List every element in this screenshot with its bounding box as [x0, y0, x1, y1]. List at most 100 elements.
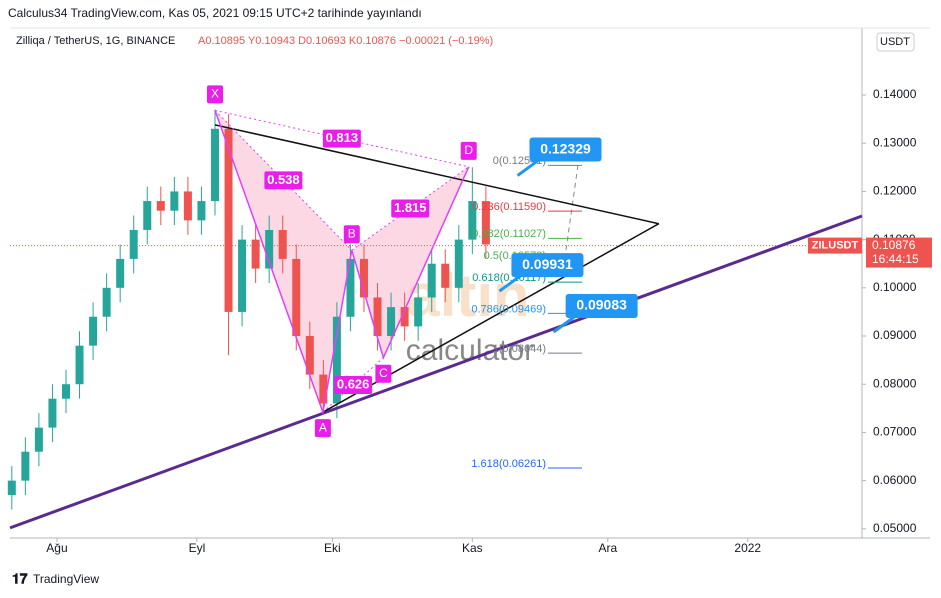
candle-body	[359, 258, 368, 298]
candle-body	[89, 316, 98, 346]
watermark: altın	[406, 262, 529, 329]
symbol-title: Zilliqa / TetherUS, 1G, BINANCE	[16, 35, 175, 47]
point-label: C	[379, 366, 388, 380]
ohlc: A0.10895 Y0.10943 D0.10693 K0.10876 −0.0…	[198, 35, 493, 47]
pattern-dotted	[214, 109, 469, 168]
x-tick-label: Ara	[598, 541, 617, 555]
candle-body	[102, 287, 111, 317]
candle-body	[265, 229, 274, 269]
point-label: X	[211, 87, 219, 101]
point-label: B	[348, 226, 356, 240]
callout-box	[565, 294, 638, 319]
callout-label: 0.09931	[522, 256, 573, 272]
candle-body	[143, 201, 152, 230]
y-tick-label: 0.08000	[873, 376, 917, 390]
candle-body	[427, 263, 436, 298]
candle-body	[332, 316, 341, 404]
y-tick-label: 0.09000	[873, 328, 917, 342]
ratio-label: 0.538	[267, 172, 300, 187]
pattern-fill	[214, 110, 352, 413]
candle-body	[481, 201, 490, 245]
candle-body	[61, 384, 70, 399]
candle-body	[251, 239, 260, 269]
fib-label: 0.236(0.11590)	[472, 201, 546, 213]
ratio-box	[334, 375, 373, 394]
candle-body	[468, 201, 477, 240]
ratio-label: 0.813	[326, 130, 359, 145]
y-tick-label: 0.10000	[873, 280, 917, 294]
ratio-box	[391, 199, 430, 218]
candle-body	[441, 263, 450, 288]
candle-body	[346, 258, 355, 317]
price-label: 0.10876	[872, 238, 916, 252]
callout-box	[529, 137, 602, 162]
symbol-box	[808, 237, 862, 254]
candle-body	[170, 191, 179, 211]
trend-line	[9, 214, 863, 530]
x-tick-label: 2022	[734, 541, 761, 555]
x-tick-label: Ağu	[46, 541, 67, 555]
candle-body	[156, 201, 165, 211]
candle-body	[238, 239, 247, 312]
x-tick-label: Eki	[324, 541, 341, 555]
fib-label: 1(0.08644)	[493, 343, 546, 355]
point-box	[460, 141, 477, 160]
watermark: calculator	[406, 334, 534, 367]
point-box	[375, 364, 392, 383]
y-tick-label: 0.14000	[873, 87, 917, 101]
point-box	[206, 85, 223, 104]
ratio-label: 1.815	[394, 200, 427, 215]
y-tick-label: 0.13000	[873, 135, 917, 149]
candle-body	[373, 297, 382, 337]
point-label: A	[319, 420, 327, 434]
candle-body	[305, 336, 314, 375]
plot: 0.05000 0.06000 0.07000 0.08000 0.09000 0.100…	[7, 85, 932, 555]
currency-button[interactable]	[876, 32, 915, 52]
svg-text:𝟏𝟕: 𝟏𝟕	[12, 571, 28, 587]
price-box	[866, 237, 932, 268]
candle-body	[183, 191, 192, 221]
footer-logo: TradingView	[33, 572, 99, 586]
candle-body	[400, 307, 409, 327]
trend-line	[214, 124, 659, 225]
callout-label: 0.12329	[540, 140, 591, 156]
callout-pointer	[516, 158, 541, 177]
candle-body	[387, 307, 396, 337]
candle-body	[116, 258, 125, 288]
fib-label: 0.786(0.09469)	[471, 303, 546, 315]
countdown-label: 16:44:15	[872, 252, 919, 266]
x-tick-label: Kas	[462, 541, 483, 555]
ratio-box	[264, 171, 303, 190]
candle-body	[454, 239, 463, 288]
ratio-box	[322, 129, 361, 148]
ratio-label: 0.626	[337, 376, 370, 391]
point-box	[343, 225, 360, 244]
candle-body	[129, 229, 138, 259]
currency-label[interactable]: USDT	[880, 36, 910, 48]
callout-box	[511, 253, 584, 278]
candle-body	[48, 398, 57, 428]
y-tick-label: 0.05000	[873, 521, 917, 535]
fib-label: 1.618(0.06261)	[471, 458, 546, 470]
candle-body	[34, 427, 43, 452]
candle-body	[197, 201, 206, 221]
symbol-label: ZILUSDT	[812, 239, 859, 251]
candle-body	[292, 258, 301, 337]
y-tick-label: 0.07000	[873, 425, 917, 439]
y-tick-label: 0.06000	[873, 473, 917, 487]
published-note: Calculus34 TradingView.com, Kas 05, 2021…	[8, 6, 422, 20]
fib-label: 0.382(0.11027)	[472, 228, 546, 240]
candle-body	[414, 297, 423, 327]
candle-body	[210, 128, 219, 202]
callout-label: 0.09083	[576, 297, 627, 313]
y-tick-label: 0.12000	[873, 184, 917, 198]
candle-body	[21, 451, 30, 481]
candle-body	[75, 345, 84, 385]
point-box	[314, 419, 331, 438]
candle-body	[224, 128, 233, 312]
candle-body	[278, 229, 287, 259]
candle-body	[319, 374, 328, 404]
